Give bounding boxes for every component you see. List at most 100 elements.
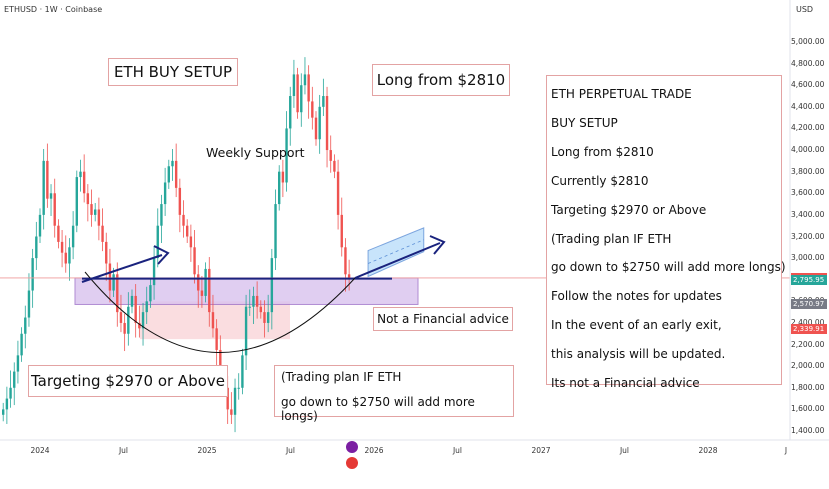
candle-body xyxy=(244,306,248,356)
arrow-right-head xyxy=(429,235,446,255)
y-tick-label: 4,400.00 xyxy=(791,101,825,111)
candle-body xyxy=(186,225,189,237)
flag-icon xyxy=(346,457,358,469)
cup-arc xyxy=(84,271,356,353)
price-tag: 2,570.97 xyxy=(791,299,827,310)
y-tick-label: 1,600.00 xyxy=(791,404,825,414)
x-tick-label: Jul xyxy=(118,446,129,455)
note-line: Follow the notes for updates xyxy=(551,289,722,304)
candle-body xyxy=(123,322,126,334)
candle-body xyxy=(237,387,240,389)
candle-body xyxy=(208,268,211,313)
candle-body xyxy=(274,204,277,259)
candle-body xyxy=(20,333,23,356)
candle-body xyxy=(57,225,60,242)
candle-body xyxy=(82,171,86,194)
candle-body xyxy=(300,85,303,113)
candle-body xyxy=(160,204,163,226)
trading-plan-annotation: (Trading plan IF ETH go down to $2750 wi… xyxy=(274,365,514,423)
candle-body xyxy=(215,328,218,350)
x-tick-label: 2025 xyxy=(197,446,217,455)
candle-body xyxy=(101,225,104,242)
candle-body xyxy=(31,258,34,291)
candle-body xyxy=(233,387,237,415)
note-line: In the event of an early exit, xyxy=(551,318,722,333)
candle-body xyxy=(178,187,182,215)
candle-body xyxy=(266,312,270,323)
candle-body xyxy=(38,214,42,237)
candle-body xyxy=(311,101,314,118)
support-zone xyxy=(74,277,419,305)
candle-body xyxy=(241,355,244,388)
candle-body xyxy=(329,150,332,161)
candle-body xyxy=(278,171,281,205)
candle-body xyxy=(60,241,64,253)
candle-body xyxy=(197,274,200,291)
candle-body xyxy=(255,295,259,307)
candle-body xyxy=(252,295,255,307)
candle-body xyxy=(130,295,134,307)
candle-body xyxy=(145,301,148,313)
candle-body xyxy=(182,214,185,226)
y-tick-label: 2,200.00 xyxy=(791,339,825,349)
y-tick-label: 2,000.00 xyxy=(791,361,825,371)
candle-body xyxy=(108,263,112,291)
candle-body xyxy=(71,225,75,248)
candle-body xyxy=(97,209,101,226)
candle-body xyxy=(307,74,310,102)
candle-body xyxy=(13,371,16,388)
candle-body xyxy=(46,160,49,199)
targeting-annotation: Targeting $2970 or Above xyxy=(28,365,228,397)
candle-body xyxy=(314,117,318,140)
candle-body xyxy=(333,160,336,172)
candle-body xyxy=(68,247,71,264)
y-tick-label: 5,000.00 xyxy=(791,37,825,46)
candle-body xyxy=(204,268,207,296)
candle-body xyxy=(340,214,343,248)
candle-body xyxy=(171,160,174,167)
candle-body xyxy=(163,182,167,205)
note-line: Long from $2810 xyxy=(551,144,654,159)
candle-body xyxy=(211,312,215,329)
candle-body xyxy=(119,312,123,323)
candle-body xyxy=(263,312,266,323)
plan-line-1: (Trading plan IF ETH xyxy=(281,370,402,384)
candle-body xyxy=(42,160,45,215)
candle-body xyxy=(16,355,20,372)
candle-body xyxy=(303,74,307,86)
candle-body xyxy=(64,252,67,264)
candle-body xyxy=(138,322,141,329)
candle-body xyxy=(226,387,229,410)
candle-body xyxy=(259,306,262,313)
title-annotation: ETH BUY SETUP xyxy=(108,58,238,86)
candle-body xyxy=(270,258,274,313)
currency-label: USD xyxy=(796,5,814,14)
y-tick-label: 4,800.00 xyxy=(791,58,825,68)
y-tick-label: 3,800.00 xyxy=(791,166,825,176)
candle-body xyxy=(2,409,5,415)
note-line: this analysis will be updated. xyxy=(551,347,726,362)
projection-channel xyxy=(367,227,425,278)
candle-body xyxy=(152,258,156,286)
candle-body xyxy=(189,236,193,248)
x-tick-label: Jul xyxy=(285,446,296,455)
candle-body xyxy=(193,247,196,275)
candle-body xyxy=(49,193,53,199)
price-tag: 2,339.91 xyxy=(791,324,827,335)
candle-body xyxy=(75,177,78,226)
candle-body xyxy=(292,74,296,97)
candle-body xyxy=(200,290,204,296)
candle-body xyxy=(27,290,31,318)
candle-body xyxy=(230,409,233,415)
candle-body xyxy=(322,96,325,107)
y-tick-label: 3,000.00 xyxy=(791,253,825,263)
x-tick-label: J xyxy=(784,446,788,455)
y-tick-label: 3,200.00 xyxy=(791,231,825,241)
candle-body xyxy=(90,204,93,215)
y-tick-label: 1,800.00 xyxy=(791,382,825,392)
arrow-left-head xyxy=(153,245,170,265)
candle-body xyxy=(105,241,108,264)
candle-body xyxy=(347,274,351,279)
candle-body xyxy=(281,171,285,183)
